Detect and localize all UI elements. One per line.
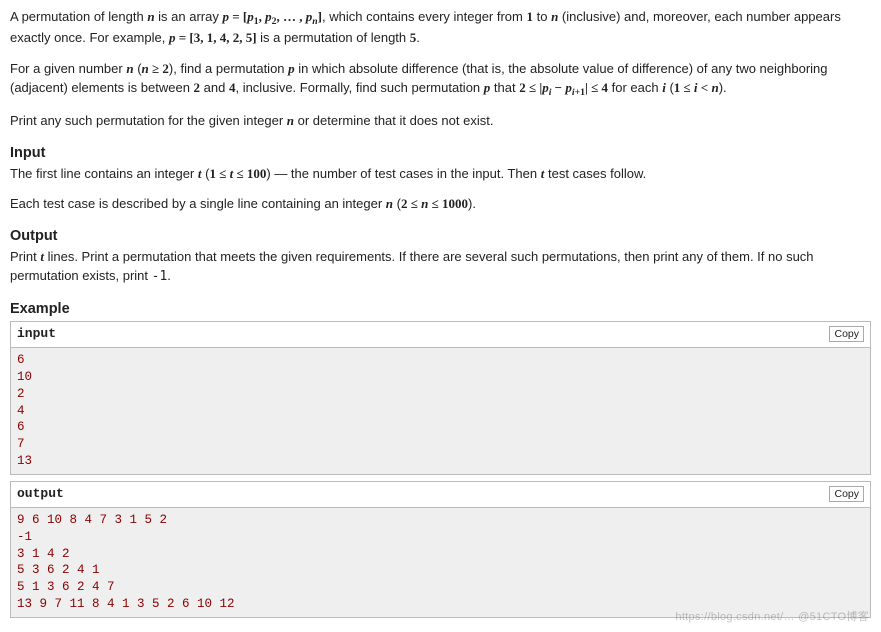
paragraph-3: Print any such permutation for the given… [10, 112, 871, 131]
sample-input-header: input Copy [11, 322, 870, 348]
math-irange: 1 ≤ i < n [674, 80, 719, 95]
text: Print any such permutation for the given… [10, 113, 287, 128]
sample-output-body: 9 6 10 8 4 7 3 1 5 2 -1 3 1 4 2 5 3 6 2 … [11, 508, 870, 617]
text: Print [10, 249, 40, 264]
text: and [200, 80, 229, 95]
math-n: n [287, 113, 294, 128]
literal-minus1: -1 [152, 269, 168, 284]
text: ( [134, 61, 142, 76]
math-n: n [126, 61, 133, 76]
math-nge2: n ≥ 2 [142, 61, 169, 76]
sample-input-body: 6 10 2 4 6 7 13 [11, 348, 870, 474]
input-heading: Input [10, 143, 871, 164]
text: ( [393, 196, 401, 211]
text: Each test case is described by a single … [10, 196, 386, 211]
output-heading: Output [10, 226, 871, 247]
math-diff: 2 ≤ |pi − pi+1| ≤ 4 [519, 80, 608, 95]
math-n: n [147, 9, 154, 24]
text: test cases follow. [544, 166, 646, 181]
text: for each [608, 80, 662, 95]
text: ). [468, 196, 476, 211]
input-paragraph-2: Each test case is described by a single … [10, 195, 871, 214]
text: , which contains every integer from [322, 9, 526, 24]
sample-output-box: output Copy 9 6 10 8 4 7 3 1 5 2 -1 3 1 … [10, 481, 871, 618]
sample-output-header: output Copy [11, 482, 870, 508]
sample-output-label: output [17, 485, 64, 504]
input-paragraph-1: The first line contains an integer t (1 … [10, 165, 871, 184]
text: lines. Print a permutation that meets th… [10, 249, 814, 283]
math-trange: 1 ≤ t ≤ 100 [209, 166, 266, 181]
text: . [416, 30, 420, 45]
copy-input-button[interactable]: Copy [829, 326, 864, 342]
text: is an array [155, 9, 223, 24]
output-paragraph: Print t lines. Print a permutation that … [10, 248, 871, 287]
text: . [167, 268, 171, 283]
text: A permutation of length [10, 9, 147, 24]
text: For a given number [10, 61, 126, 76]
math-p-example: p = [3, 1, 4, 2, 5] [169, 30, 257, 45]
paragraph-2: For a given number n (n ≥ 2), find a per… [10, 60, 871, 100]
text: is a permutation of length [257, 30, 410, 45]
text: to [533, 9, 551, 24]
text: ( [666, 80, 674, 95]
text: or determine that it does not exist. [294, 113, 493, 128]
paragraph-1: A permutation of length n is an array p … [10, 8, 871, 48]
math-p-def: p = [p1, p2, … , pn] [222, 9, 322, 24]
text: , inclusive. Formally, find such permuta… [235, 80, 483, 95]
text: that [490, 80, 519, 95]
text: ). [719, 80, 727, 95]
text: ) — the number of test cases in the inpu… [266, 166, 540, 181]
sample-input-label: input [17, 325, 56, 344]
sample-input-box: input Copy 6 10 2 4 6 7 13 [10, 321, 871, 475]
math-nrange: 2 ≤ n ≤ 1000 [401, 196, 468, 211]
math-n: n [386, 196, 393, 211]
text: The first line contains an integer [10, 166, 198, 181]
copy-output-button[interactable]: Copy [829, 486, 864, 502]
text: ), find a permutation [169, 61, 288, 76]
example-heading: Example [10, 299, 871, 320]
